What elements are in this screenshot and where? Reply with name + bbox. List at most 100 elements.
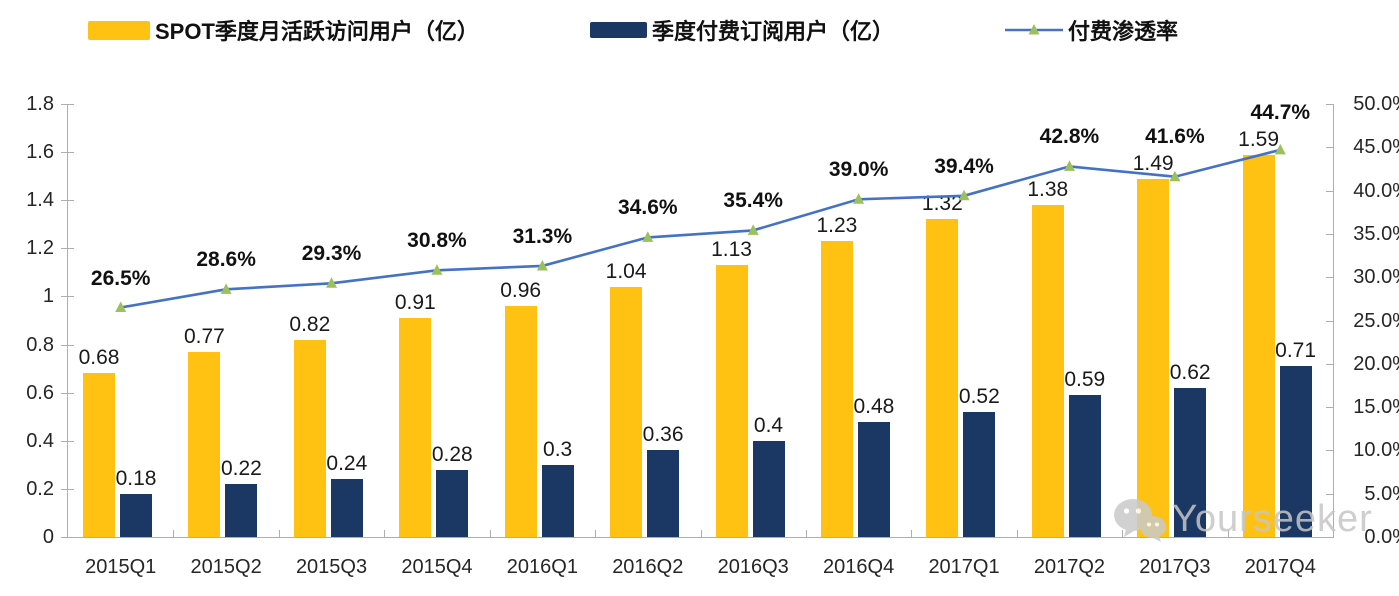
right-axis-tick bbox=[1326, 190, 1334, 192]
mau-value-label: 1.04 bbox=[605, 259, 647, 283]
penetration-label: 28.6% bbox=[196, 248, 256, 272]
triangle-marker bbox=[853, 193, 865, 204]
x-axis-tick bbox=[1016, 530, 1018, 537]
legend-label-mau: SPOT季度月活跃访问用户（亿） bbox=[155, 19, 479, 44]
triangle-marker bbox=[431, 264, 443, 275]
subs-value-label: 0.59 bbox=[1064, 368, 1106, 392]
right-axis-tick-label: 15.0% bbox=[1353, 396, 1399, 419]
right-axis-tick bbox=[1326, 320, 1334, 322]
left-axis-tick bbox=[61, 537, 74, 538]
legend-line-sample bbox=[1005, 24, 1063, 35]
x-axis bbox=[67, 537, 1334, 538]
left-axis-tick-label: 0 bbox=[42, 526, 54, 548]
wechat-icon bbox=[1114, 499, 1166, 542]
x-axis-label: 2017Q1 bbox=[928, 556, 1000, 578]
triangle-marker bbox=[220, 283, 232, 294]
left-axis-tick-label: 1 bbox=[42, 285, 54, 308]
left-axis-tick bbox=[61, 104, 74, 105]
subs-value-label: 0.36 bbox=[642, 423, 684, 447]
x-axis-tick bbox=[911, 530, 913, 537]
x-axis-tick bbox=[1227, 530, 1229, 537]
triangle-marker bbox=[115, 301, 127, 313]
left-axis-tick bbox=[61, 248, 74, 250]
left-axis-tick bbox=[61, 296, 74, 298]
subs-bar bbox=[225, 484, 258, 537]
subs-value-label: 0.52 bbox=[958, 384, 1000, 408]
mau-bar bbox=[715, 265, 748, 537]
left-axis-tick bbox=[61, 392, 74, 394]
subs-value-label: 0.24 bbox=[326, 452, 368, 476]
left-axis-tick-label: 0.8 bbox=[26, 333, 54, 356]
right-axis-tick-label: 0.0% bbox=[1364, 526, 1399, 548]
left-axis-tick-label: 1.8 bbox=[26, 93, 54, 115]
right-axis-tick-label: 40.0% bbox=[1353, 179, 1399, 202]
subs-value-label: 0.22 bbox=[220, 457, 262, 481]
right-axis-tick-label: 45.0% bbox=[1353, 136, 1399, 159]
mau-value-label: 0.96 bbox=[500, 279, 542, 303]
triangle-marker bbox=[536, 259, 548, 271]
left-axis-tick-label: 0.2 bbox=[26, 477, 54, 500]
left-axis-tick bbox=[61, 440, 74, 442]
subs-value-label: 0.62 bbox=[1169, 360, 1211, 384]
right-axis-tick-label: 5.0% bbox=[1364, 482, 1399, 505]
subs-value-label: 0.48 bbox=[853, 394, 895, 418]
x-axis-tick bbox=[1122, 530, 1124, 537]
subs-bar bbox=[752, 440, 785, 537]
right-axis-tick-label: 35.0% bbox=[1353, 222, 1399, 245]
subs-bar bbox=[120, 493, 152, 537]
penetration-line-path bbox=[120, 148, 1281, 309]
penetration-label: 31.3% bbox=[512, 224, 573, 248]
x-axis-label: 2016Q2 bbox=[612, 556, 684, 578]
left-axis-tick bbox=[61, 488, 74, 490]
x-axis-label: 2015Q4 bbox=[401, 556, 473, 578]
legend-label-subscribers: 季度付费订阅用户（亿） bbox=[652, 19, 895, 44]
right-axis-tick-label: 20.0% bbox=[1353, 352, 1399, 375]
subs-bar bbox=[541, 464, 574, 537]
penetration-label: 41.6% bbox=[1145, 124, 1205, 148]
x-axis-label: 2017Q2 bbox=[1033, 556, 1106, 578]
x-axis-tick bbox=[805, 530, 807, 537]
subs-bar bbox=[1068, 395, 1101, 537]
x-axis-label: 2016Q1 bbox=[506, 556, 578, 578]
left-axis-tick-label: 1.2 bbox=[26, 237, 54, 260]
penetration-label: 35.4% bbox=[723, 189, 783, 213]
mau-bar bbox=[926, 219, 959, 537]
penetration-label: 34.6% bbox=[618, 196, 678, 220]
mau-bar bbox=[504, 306, 537, 537]
x-axis-label: 2016Q3 bbox=[717, 556, 789, 578]
x-axis-label: 2015Q3 bbox=[295, 556, 368, 578]
mau-value-label: 1.32 bbox=[921, 192, 963, 216]
mau-value-label: 0.68 bbox=[78, 346, 120, 370]
right-axis-tick bbox=[1326, 147, 1334, 149]
subs-bar bbox=[1174, 387, 1207, 537]
right-axis-tick-label: 25.0% bbox=[1353, 309, 1399, 332]
left-axis-tick-label: 1.6 bbox=[26, 141, 54, 164]
subs-bar bbox=[1279, 366, 1312, 537]
legend-item-subscribers: 季度付费订阅用户（亿） bbox=[590, 12, 894, 48]
mau-bar bbox=[399, 318, 432, 537]
x-axis-tick bbox=[278, 530, 280, 537]
x-axis-tick bbox=[173, 530, 175, 537]
left-axis-tick bbox=[61, 200, 74, 202]
mau-value-label: 1.38 bbox=[1027, 178, 1069, 202]
right-axis-tick bbox=[1326, 407, 1334, 409]
legend-item-penetration: 付费渗透率 bbox=[1005, 12, 1178, 48]
triangle-marker bbox=[747, 224, 759, 235]
legend-swatch-mau bbox=[88, 20, 150, 40]
mau-value-label: 0.82 bbox=[289, 312, 331, 336]
left-axis-tick-label: 0.6 bbox=[26, 381, 54, 404]
penetration-label: 39.0% bbox=[828, 158, 889, 182]
x-axis-label: 2017Q3 bbox=[1139, 556, 1211, 578]
right-axis-tick-label: 50.0% bbox=[1353, 93, 1399, 115]
legend-label-penetration: 付费渗透率 bbox=[1068, 19, 1179, 44]
right-axis-tick bbox=[1326, 450, 1334, 452]
mau-bar bbox=[1137, 178, 1170, 537]
mau-value-label: 1.59 bbox=[1238, 127, 1280, 151]
left-axis-tick bbox=[61, 152, 74, 154]
mau-value-label: 0.77 bbox=[183, 324, 225, 348]
x-axis-tick bbox=[700, 530, 702, 537]
mau-value-label: 0.91 bbox=[394, 291, 436, 315]
triangle-marker bbox=[326, 277, 338, 288]
legend-item-mau: SPOT季度月活跃访问用户（亿） bbox=[88, 12, 479, 48]
mau-bar bbox=[293, 339, 326, 537]
